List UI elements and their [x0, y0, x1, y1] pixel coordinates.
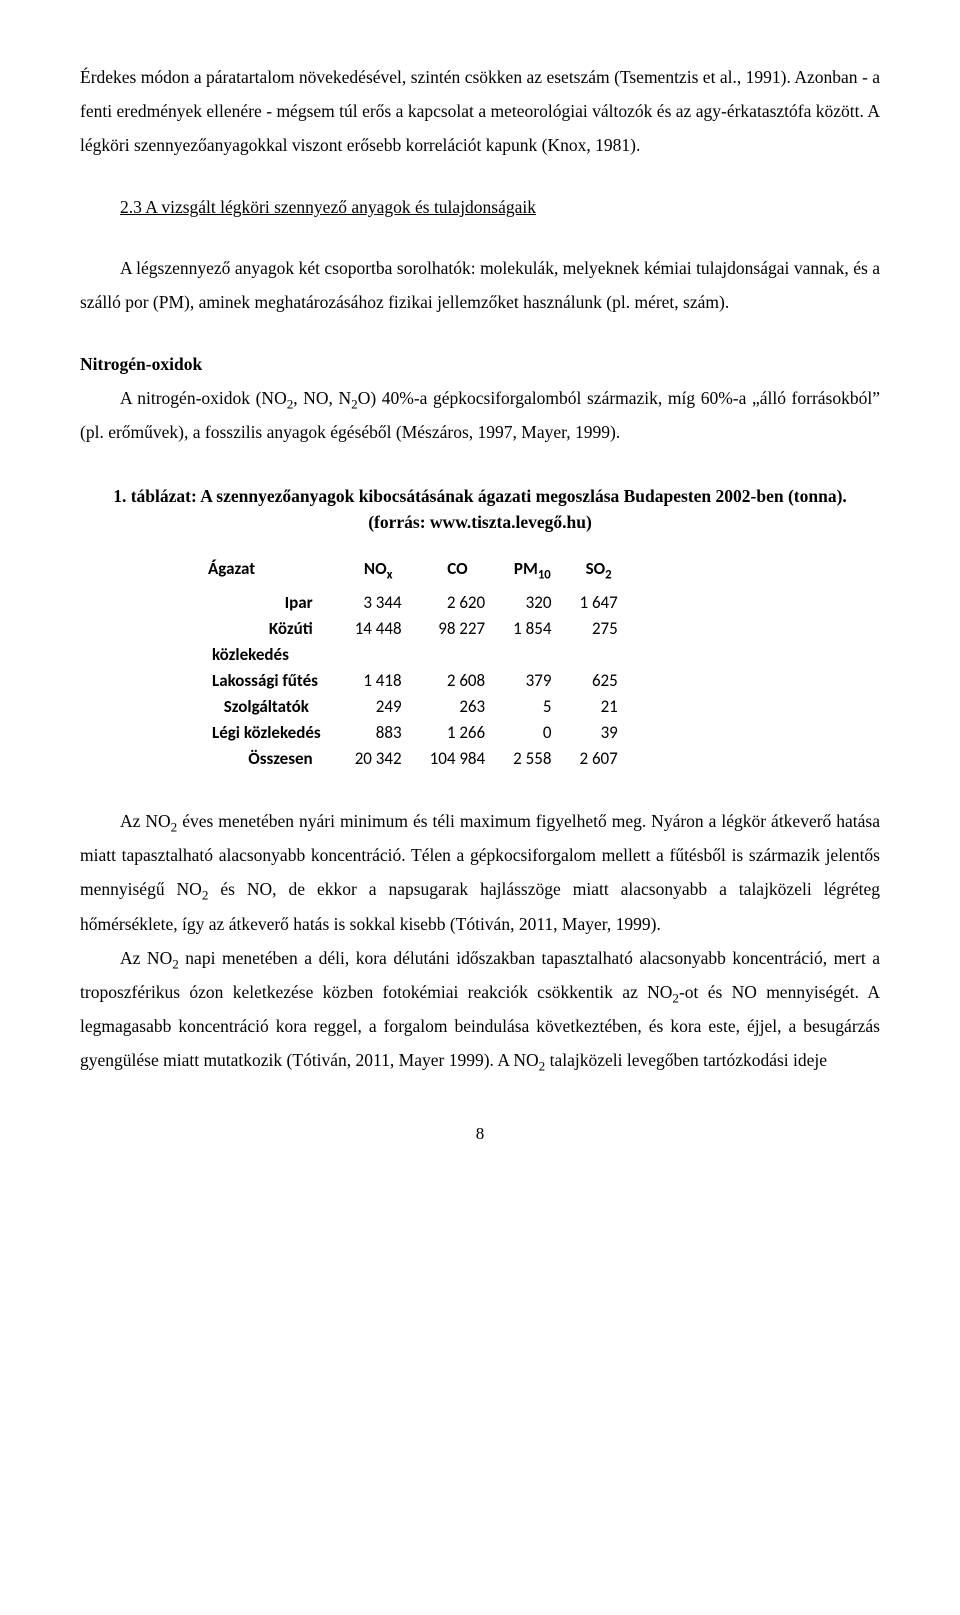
cell: 104 984 [416, 746, 500, 772]
section-heading: 2.3 A vizsgált légköri szennyező anyagok… [80, 190, 880, 224]
cell: 14 448 [341, 617, 416, 643]
caption-line-1: 1. táblázat: A szennyezőanyagok kibocsát… [113, 486, 847, 506]
table-row: Ipar 3 344 2 620 320 1 647 [198, 591, 632, 617]
col-pm10: PM10 [499, 554, 565, 591]
cell [565, 642, 631, 668]
cell: 320 [499, 591, 565, 617]
cell: 1 418 [341, 668, 416, 694]
cell: 0 [499, 720, 565, 746]
text: talajközeli levegőben tartózkodási ideje [545, 1050, 827, 1070]
cell: 39 [565, 720, 631, 746]
text: A nitrogén-oxidok (NO [120, 388, 287, 408]
cell: 2 608 [416, 668, 500, 694]
col-co: CO [416, 554, 500, 591]
cell: 5 [499, 694, 565, 720]
cell: 2 620 [416, 591, 500, 617]
cell [416, 642, 500, 668]
cell: 1 647 [565, 591, 631, 617]
cell [499, 642, 565, 668]
text: Az NO [120, 811, 171, 831]
table-row: Lakossági fűtés 1 418 2 608 379 625 [198, 668, 632, 694]
table-header-row: Ágazat NOx CO PM10 SO2 [198, 554, 632, 591]
row-label: közlekedés [198, 642, 341, 668]
row-label: Közúti [198, 617, 341, 643]
cell: 1 854 [499, 617, 565, 643]
text: Az NO [120, 948, 172, 968]
caption-line-2: (forrás: www.tiszta.levegő.hu) [368, 512, 592, 532]
nox-heading: Nitrogén-oxidok [80, 347, 880, 381]
row-label: Szolgáltatók [198, 694, 341, 720]
cell: 263 [416, 694, 500, 720]
row-label: Összesen [198, 746, 341, 772]
table-row: közlekedés [198, 642, 632, 668]
cell: 21 [565, 694, 631, 720]
table-row: Légi közlekedés 883 1 266 0 39 [198, 720, 632, 746]
cell: 98 227 [416, 617, 500, 643]
row-label: Légi közlekedés [198, 720, 341, 746]
cell: 883 [341, 720, 416, 746]
cell: 249 [341, 694, 416, 720]
col-nox: NOx [341, 554, 416, 591]
para-intro: Érdekes módon a páratartalom növekedésév… [80, 60, 880, 162]
row-label: Ipar [198, 591, 341, 617]
table-row: Közúti 14 448 98 227 1 854 275 [198, 617, 632, 643]
text: , NO, N [293, 388, 351, 408]
table-row: Összesen 20 342 104 984 2 558 2 607 [198, 746, 632, 772]
para-pollutants-groups: A légszennyező anyagok két csoportba sor… [80, 251, 880, 319]
para-no2-daily: Az NO2 napi menetében a déli, kora délut… [80, 941, 880, 1078]
cell: 625 [565, 668, 631, 694]
cell: 1 266 [416, 720, 500, 746]
cell: 2 607 [565, 746, 631, 772]
table-caption: 1. táblázat: A szennyezőanyagok kibocsát… [80, 483, 880, 536]
cell: 3 344 [341, 591, 416, 617]
para-nox-sources: A nitrogén-oxidok (NO2, NO, N2O) 40%-a g… [80, 381, 880, 449]
cell [341, 642, 416, 668]
cell: 275 [565, 617, 631, 643]
col-so2: SO2 [565, 554, 631, 591]
col-agazat: Ágazat [198, 554, 341, 591]
page-number: 8 [80, 1117, 880, 1150]
cell: 379 [499, 668, 565, 694]
table-row: Szolgáltatók 249 263 5 21 [198, 694, 632, 720]
row-label: Lakossági fűtés [198, 668, 341, 694]
cell: 2 558 [499, 746, 565, 772]
emission-table: Ágazat NOx CO PM10 SO2 Ipar 3 344 2 620 … [198, 554, 632, 773]
table-body: Ipar 3 344 2 620 320 1 647 Közúti 14 448… [198, 591, 632, 773]
cell: 20 342 [341, 746, 416, 772]
para-no2-seasonal: Az NO2 éves menetében nyári minimum és t… [80, 804, 880, 941]
